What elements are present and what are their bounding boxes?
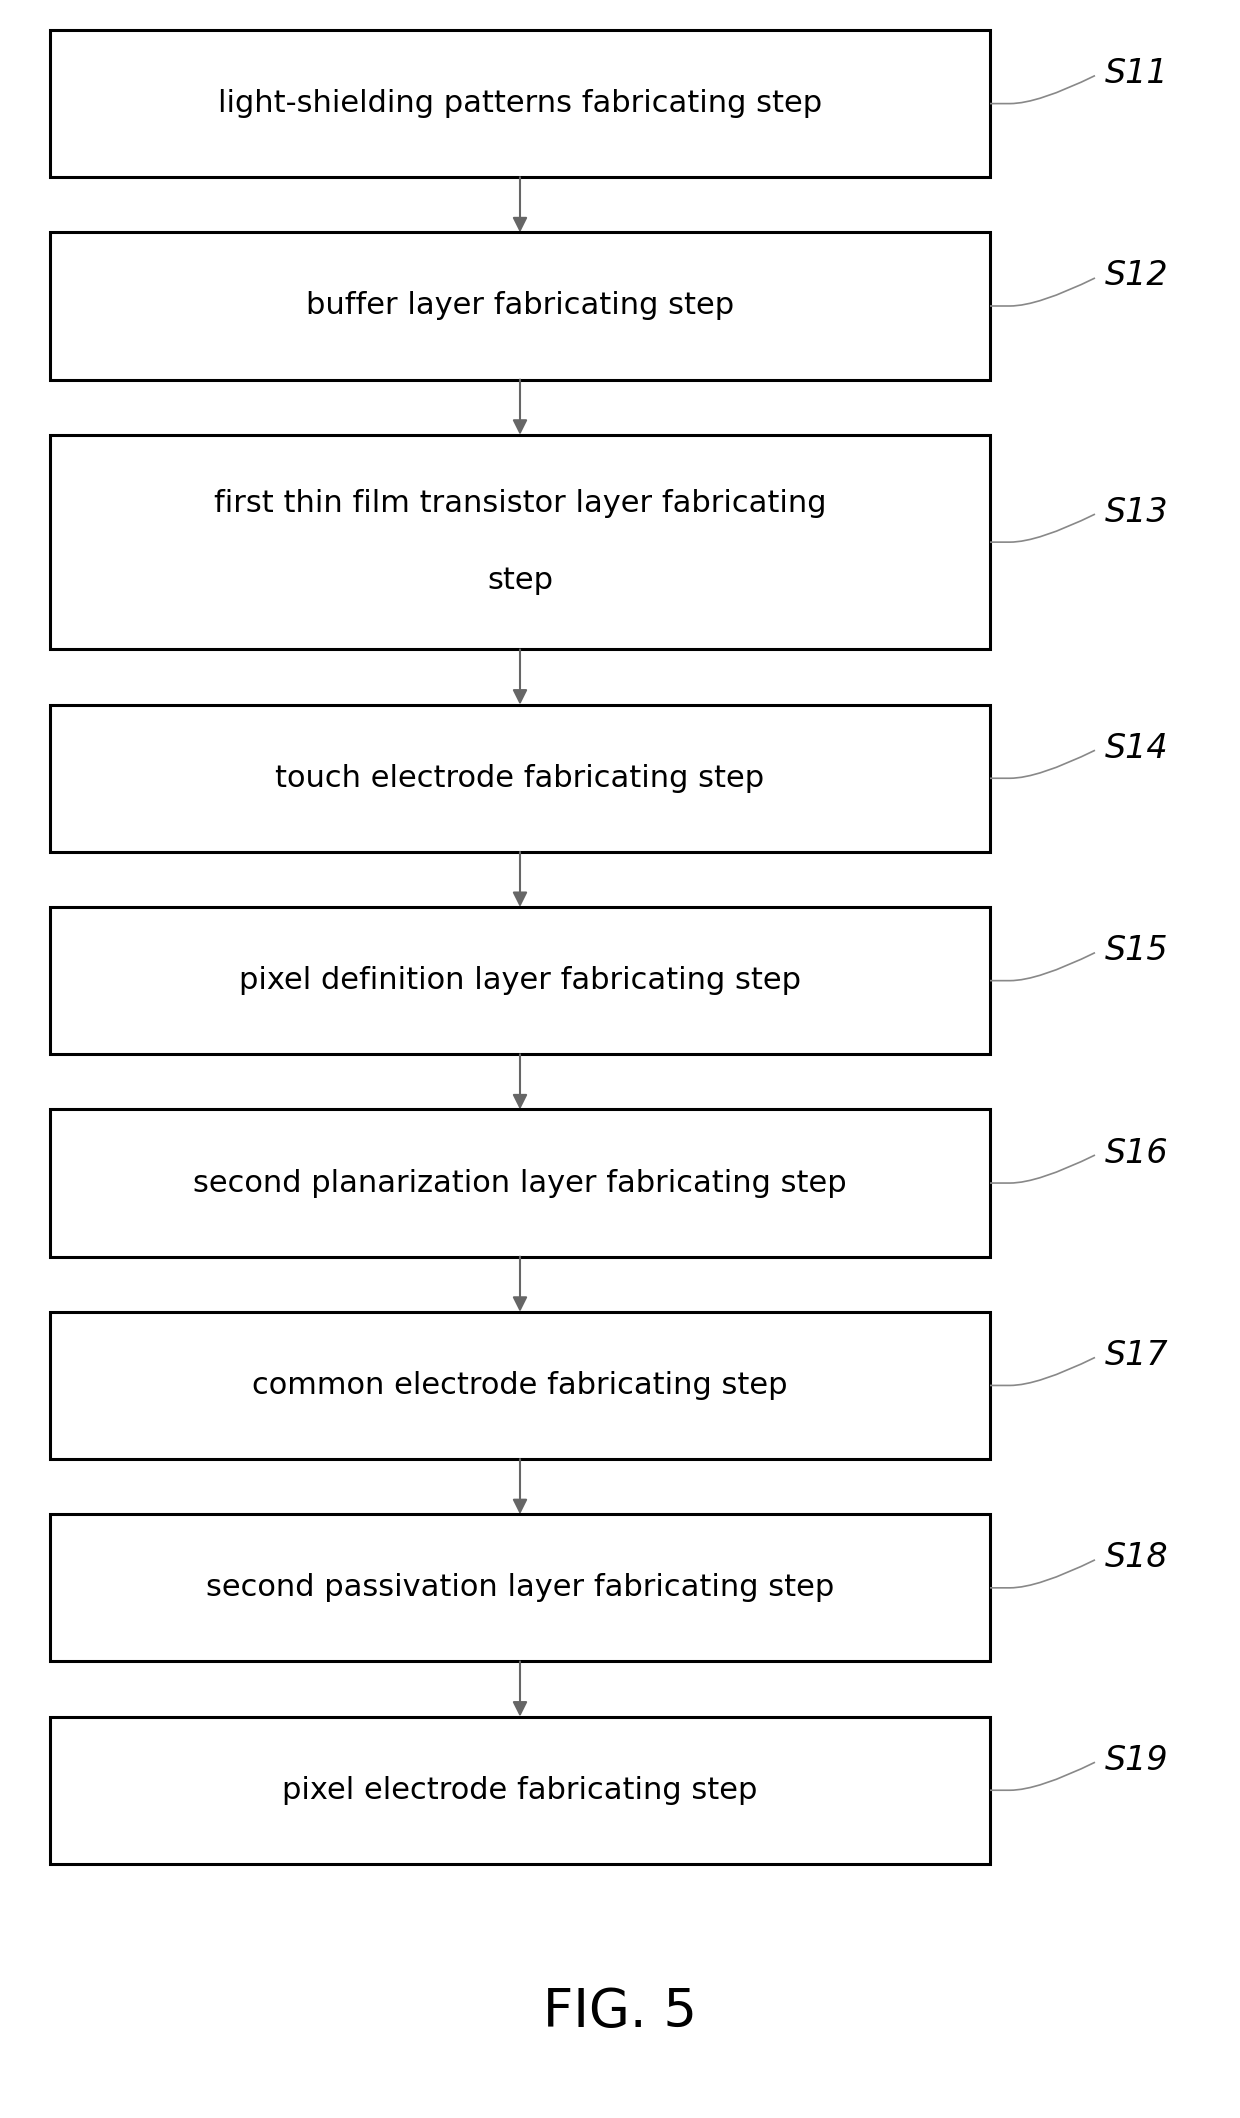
Text: S18: S18 (1105, 1542, 1168, 1574)
Text: S13: S13 (1105, 496, 1168, 530)
Bar (50, 30, 990, 178)
Text: buffer layer fabricating step: buffer layer fabricating step (306, 292, 734, 320)
Text: touch electrode fabricating step: touch electrode fabricating step (275, 765, 765, 792)
Bar (50, 1110, 990, 1256)
Text: FIG. 5: FIG. 5 (543, 1987, 697, 2038)
Bar (50, 434, 990, 650)
Bar (50, 907, 990, 1055)
Text: light-shielding patterns fabricating step: light-shielding patterns fabricating ste… (218, 89, 822, 119)
Text: second passivation layer fabricating step: second passivation layer fabricating ste… (206, 1574, 835, 1603)
Text: step: step (487, 566, 553, 595)
Text: S16: S16 (1105, 1137, 1168, 1169)
Bar (50, 705, 990, 851)
Text: S17: S17 (1105, 1339, 1168, 1372)
Bar (50, 1718, 990, 1864)
Text: common electrode fabricating step: common electrode fabricating step (252, 1370, 787, 1400)
Bar (50, 1311, 990, 1459)
Text: first thin film transistor layer fabricating: first thin film transistor layer fabrica… (213, 489, 826, 519)
Text: pixel electrode fabricating step: pixel electrode fabricating step (283, 1775, 758, 1805)
Text: second planarization layer fabricating step: second planarization layer fabricating s… (193, 1169, 847, 1197)
Text: S11: S11 (1105, 57, 1168, 91)
Bar (50, 233, 990, 379)
Bar (50, 1514, 990, 1661)
Text: S15: S15 (1105, 934, 1168, 968)
Text: S12: S12 (1105, 261, 1168, 292)
Text: pixel definition layer fabricating step: pixel definition layer fabricating step (239, 966, 801, 995)
Text: S14: S14 (1105, 731, 1168, 765)
Text: S19: S19 (1105, 1743, 1168, 1777)
